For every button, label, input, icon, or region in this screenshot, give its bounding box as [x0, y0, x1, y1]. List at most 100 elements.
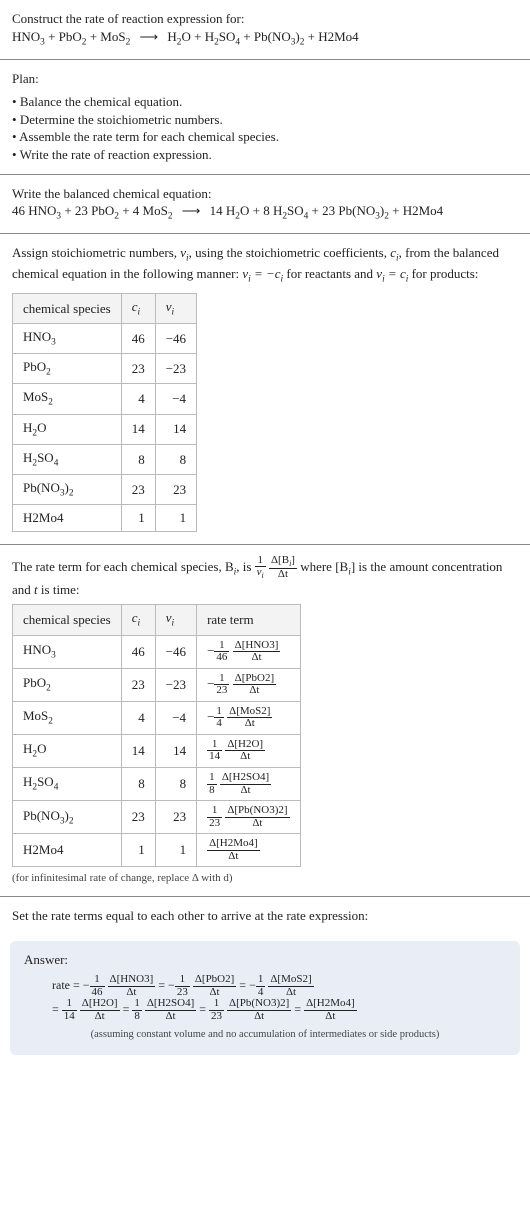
table-cell: −46 — [155, 635, 196, 668]
table-cell: H2Mo4 — [13, 834, 122, 867]
stoich-text: Assign stoichiometric numbers, νi, using… — [12, 244, 518, 286]
table-cell: PbO2 — [13, 354, 122, 384]
table-cell: 1 — [155, 834, 196, 867]
table-cell: HNO3 — [13, 323, 122, 353]
table-row: H2SO48818 Δ[H2SO4]Δt — [13, 767, 301, 800]
text: for products: — [408, 266, 478, 281]
table-header: ci — [121, 605, 155, 635]
answer-assume: (assuming constant volume and no accumul… — [24, 1028, 506, 1042]
table-cell: −23 — [155, 668, 196, 701]
text: , using the stoichiometric coefficients, — [189, 245, 391, 260]
table-row: H2SO488 — [13, 444, 197, 474]
balanced-rhs: 14 H2O + 8 H2SO4 + 23 Pb(NO3)2 + H2Mo4 — [210, 203, 444, 218]
balanced-heading: Write the balanced chemical equation: — [12, 185, 518, 203]
answer-line-2: = 114 Δ[H2O]Δt = 18 Δ[H2SO4]Δt = 123 Δ[P… — [52, 998, 506, 1022]
stoich-section: Assign stoichiometric numbers, νi, using… — [0, 234, 530, 544]
rateterm-table: chemical speciesciνirate termHNO346−46−1… — [12, 604, 301, 867]
table-header: νi — [155, 605, 196, 635]
table-cell: 8 — [121, 444, 155, 474]
table-cell: MoS2 — [13, 384, 122, 414]
table-cell: 114 Δ[H2O]Δt — [197, 734, 300, 767]
ci-symbol: ci — [390, 245, 398, 260]
table-cell: 14 — [155, 734, 196, 767]
table-cell: H2SO4 — [13, 444, 122, 474]
generic-rate-term: 1νi Δ[Bi]Δt — [255, 559, 301, 574]
table-cell: 23 — [121, 354, 155, 384]
table-cell: 1 — [121, 834, 155, 867]
table-cell: 23 — [121, 801, 155, 834]
rateterm-text: The rate term for each chemical species,… — [12, 555, 518, 599]
table-row: PbO223−23−123 Δ[PbO2]Δt — [13, 668, 301, 701]
table-row: H2Mo411Δ[H2Mo4]Δt — [13, 834, 301, 867]
table-cell: −146 Δ[HNO3]Δt — [197, 635, 300, 668]
text: where [B — [300, 559, 348, 574]
table-cell: H2O — [13, 414, 122, 444]
table-cell: 23 — [121, 668, 155, 701]
table-cell: 23 — [121, 475, 155, 505]
text: Assign stoichiometric numbers, — [12, 245, 180, 260]
arrow-icon: ⟶ — [134, 29, 165, 44]
intro-equation: HNO3 + PbO2 + MoS2 ⟶ H2O + H2SO4 + Pb(NO… — [12, 28, 518, 49]
table-cell: −23 — [155, 354, 196, 384]
table-cell: 8 — [155, 444, 196, 474]
text: is time: — [38, 582, 80, 597]
table-cell: 14 — [155, 414, 196, 444]
plan-list: Balance the chemical equation.Determine … — [12, 93, 518, 163]
table-cell: 8 — [155, 767, 196, 800]
table-cell: 46 — [121, 635, 155, 668]
table-cell: 4 — [121, 384, 155, 414]
rel-react: νi = −ci — [242, 266, 283, 281]
arrow-icon: ⟶ — [176, 203, 207, 218]
table-cell: 123 Δ[Pb(NO3)2]Δt — [197, 801, 300, 834]
answer-line-1: rate = −146 Δ[HNO3]Δt = −123 Δ[PbO2]Δt =… — [52, 974, 506, 998]
table-header: chemical species — [13, 293, 122, 323]
table-cell: −4 — [155, 384, 196, 414]
balanced-equation: 46 HNO3 + 23 PbO2 + 4 MoS2 ⟶ 14 H2O + 8 … — [12, 202, 518, 223]
table-row: H2Mo411 — [13, 505, 197, 532]
table-row: Pb(NO3)22323123 Δ[Pb(NO3)2]Δt — [13, 801, 301, 834]
reaction-lhs: HNO3 + PbO2 + MoS2 — [12, 29, 130, 44]
table-row: MoS24−4 — [13, 384, 197, 414]
table-cell: Pb(NO3)2 — [13, 475, 122, 505]
table-cell: 1 — [155, 505, 196, 532]
table-cell: 8 — [121, 767, 155, 800]
text: for reactants and — [283, 266, 376, 281]
table-cell: 46 — [121, 323, 155, 353]
table-cell: −4 — [155, 701, 196, 734]
table-cell: Pb(NO3)2 — [13, 801, 122, 834]
answer-box: Answer: rate = −146 Δ[HNO3]Δt = −123 Δ[P… — [10, 941, 520, 1055]
plan-heading: Plan: — [12, 70, 518, 88]
table-row: PbO223−23 — [13, 354, 197, 384]
rateterm-note: (for infinitesimal rate of change, repla… — [12, 871, 518, 886]
table-cell: HNO3 — [13, 635, 122, 668]
text: , is — [236, 559, 254, 574]
table-row: MoS24−4−14 Δ[MoS2]Δt — [13, 701, 301, 734]
nu-symbol: νi — [180, 245, 188, 260]
table-row: Pb(NO3)22323 — [13, 475, 197, 505]
table-cell: −46 — [155, 323, 196, 353]
table-cell: 14 — [121, 414, 155, 444]
table-header: νi — [155, 293, 196, 323]
table-cell: H2Mo4 — [13, 505, 122, 532]
table-cell: 14 — [121, 734, 155, 767]
table-row: HNO346−46−146 Δ[HNO3]Δt — [13, 635, 301, 668]
balanced-lhs: 46 HNO3 + 23 PbO2 + 4 MoS2 — [12, 203, 173, 218]
table-cell: PbO2 — [13, 668, 122, 701]
table-cell: −14 Δ[MoS2]Δt — [197, 701, 300, 734]
table-header: rate term — [197, 605, 300, 635]
plan-section: Plan: Balance the chemical equation.Dete… — [0, 60, 530, 174]
table-row: HNO346−46 — [13, 323, 197, 353]
one-over-nu: 1νi — [255, 555, 266, 581]
rel-prod: νi = ci — [376, 266, 408, 281]
table-cell: Δ[H2Mo4]Δt — [197, 834, 300, 867]
final-section: Set the rate terms equal to each other t… — [0, 897, 530, 935]
plan-item: Determine the stoichiometric numbers. — [12, 111, 518, 129]
table-cell: MoS2 — [13, 701, 122, 734]
table-cell: H2O — [13, 734, 122, 767]
table-cell: 23 — [155, 801, 196, 834]
text: The rate term for each chemical species,… — [12, 559, 234, 574]
plan-item: Write the rate of reaction expression. — [12, 146, 518, 164]
answer-label: Answer: — [24, 951, 506, 969]
stoich-table: chemical speciesciνiHNO346−46PbO223−23Mo… — [12, 293, 197, 532]
plan-item: Assemble the rate term for each chemical… — [12, 128, 518, 146]
